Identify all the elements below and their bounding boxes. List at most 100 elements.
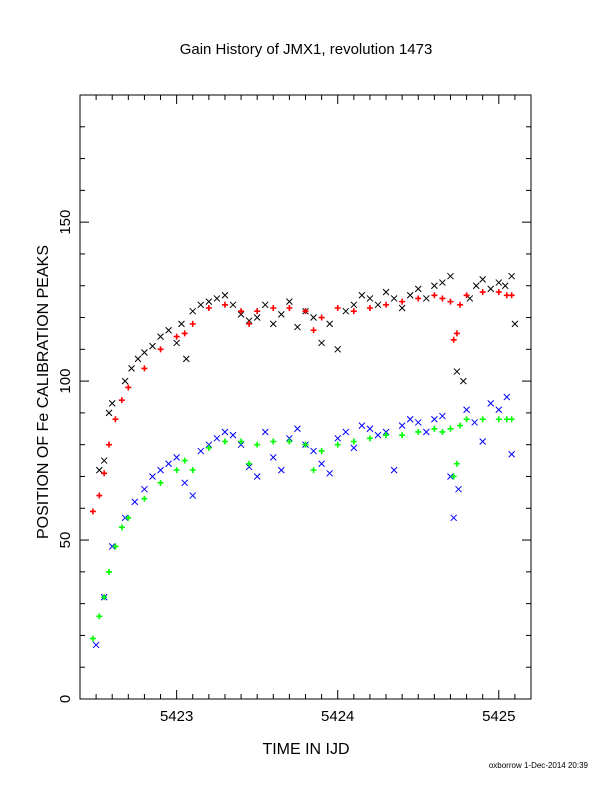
data-point: [450, 336, 457, 343]
data-point: [342, 428, 350, 436]
data-point: [318, 448, 325, 455]
data-point: [118, 524, 125, 531]
chart-title: Gain History of JMX1, revolution 1473: [180, 41, 433, 58]
data-point: [245, 463, 253, 471]
data-point: [414, 419, 422, 426]
data-point: [508, 416, 515, 423]
data-point: [503, 393, 511, 401]
axis-ticks: [79, 94, 532, 700]
data-point: [134, 355, 142, 363]
data-point: [501, 282, 509, 290]
data-point: [479, 289, 486, 296]
data-point: [277, 310, 285, 318]
data-point: [472, 282, 480, 290]
data-point: [383, 301, 390, 308]
data-point: [173, 339, 180, 347]
data-point: [398, 422, 406, 429]
data-point: [141, 485, 148, 493]
data-point: [173, 454, 180, 461]
data-point: [479, 276, 487, 283]
data-point: [479, 416, 486, 423]
data-point: [453, 330, 460, 337]
data-point: [431, 292, 438, 299]
data-point: [350, 438, 357, 445]
data-point: [189, 492, 197, 499]
data-point: [141, 495, 148, 502]
data-point: [310, 314, 317, 321]
x-tick-label: 5424: [321, 708, 354, 725]
data-point: [157, 466, 164, 474]
data-point: [286, 304, 293, 311]
data-point: [286, 298, 293, 305]
data-point: [189, 320, 196, 327]
data-point: [141, 365, 148, 372]
data-point: [261, 428, 269, 436]
data-point: [455, 485, 462, 493]
data-point: [422, 428, 430, 436]
data-point: [89, 508, 96, 515]
data-point: [294, 425, 301, 433]
data-point: [463, 416, 470, 423]
data-point: [447, 272, 454, 280]
data-point: [366, 304, 373, 311]
data-point: [213, 434, 221, 442]
data-point: [334, 434, 342, 442]
data-point: [149, 342, 156, 350]
series-group: [95, 272, 519, 474]
data-point: [447, 425, 454, 432]
data-point: [205, 304, 212, 311]
data-point: [245, 317, 253, 325]
data-point: [165, 326, 172, 334]
data-point: [326, 469, 334, 477]
data-point: [302, 441, 309, 448]
plot-frame: [79, 94, 532, 700]
data-point: [221, 291, 229, 299]
data-point: [366, 295, 374, 302]
data-point: [149, 473, 156, 480]
data-point: [414, 285, 422, 293]
data-point: [415, 428, 422, 435]
data-point: [439, 279, 446, 286]
data-point: [487, 400, 495, 407]
y-tick-label: 0: [57, 695, 74, 703]
data-point: [422, 295, 430, 302]
data-point: [439, 412, 446, 420]
data-point: [173, 467, 180, 474]
data-point: [121, 377, 129, 385]
data-point: [463, 406, 470, 414]
data-point: [118, 397, 125, 404]
data-point: [269, 320, 277, 328]
data-point: [457, 422, 464, 429]
data-point: [406, 415, 414, 423]
data-point: [310, 327, 317, 334]
data-point: [101, 594, 108, 601]
data-point: [508, 292, 515, 299]
data-point: [390, 295, 398, 302]
data-point: [390, 466, 398, 474]
y-tick-label: 100: [57, 369, 74, 394]
data-point: [178, 320, 185, 328]
data-point: [165, 460, 172, 468]
data-point: [374, 301, 382, 309]
data-point: [453, 368, 461, 375]
data-point: [487, 285, 495, 293]
data-point: [447, 298, 454, 305]
data-marks: [89, 272, 519, 649]
y-axis-label: POSITION OF Fe CALIBRATION PEAKS: [35, 245, 52, 539]
data-point: [318, 314, 325, 321]
data-point: [399, 298, 406, 305]
data-point: [358, 422, 366, 429]
x-axis-label: TIME IN IJD: [262, 741, 349, 758]
data-point: [466, 295, 474, 302]
data-point: [205, 441, 213, 449]
data-point: [318, 460, 325, 468]
data-point: [326, 320, 334, 328]
data-point: [95, 466, 103, 474]
data-point: [125, 384, 132, 391]
data-point: [197, 447, 205, 455]
data-point: [366, 425, 374, 433]
series-group: [89, 289, 515, 515]
x-tick-label: 5425: [482, 708, 515, 725]
data-point: [439, 428, 446, 435]
x-tick-label: 5423: [160, 708, 193, 725]
